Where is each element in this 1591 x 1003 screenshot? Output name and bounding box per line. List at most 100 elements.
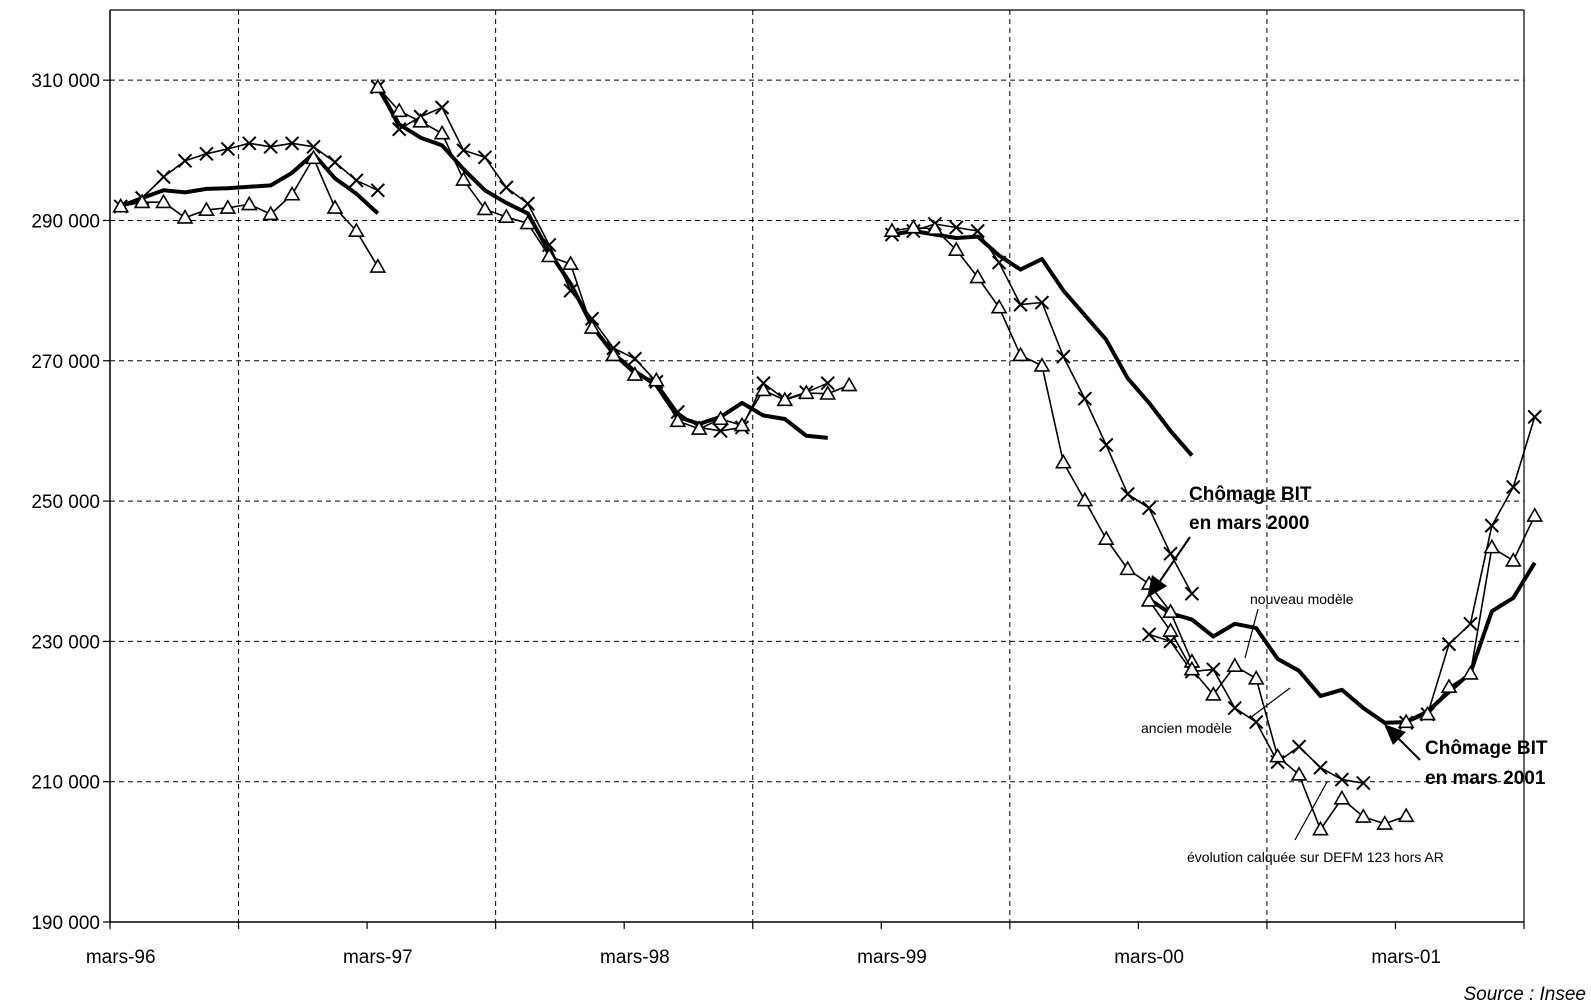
source-note: Source : Insee [1463, 984, 1586, 1003]
data-point-triangle [926, 220, 944, 235]
data-point-x [1013, 297, 1028, 312]
data-point-x [627, 351, 643, 366]
data-point-x [970, 223, 985, 239]
data-point-x [1441, 636, 1457, 652]
data-point-triangle [1483, 538, 1501, 554]
x-tick-label: mars-96 [86, 947, 156, 968]
data-point-triangle [133, 193, 151, 209]
data-point-triangle [969, 268, 987, 284]
data-point-triangle [1247, 669, 1265, 685]
annotation-nouveau-modele: nouveau modèle [1250, 591, 1354, 607]
data-point-x [477, 150, 493, 165]
data-point-x [1248, 714, 1264, 730]
data-point-x [177, 153, 193, 169]
annotation-leader-nouveau [1244, 608, 1259, 659]
data-point-triangle [990, 298, 1008, 314]
data-point-triangle [390, 102, 408, 118]
data-point-triangle [1204, 686, 1222, 701]
y-tick-label: 250 000 [31, 492, 100, 513]
data-point-triangle [369, 258, 387, 273]
series-line-0 [119, 151, 380, 215]
data-point-x [1141, 627, 1157, 642]
data-point-triangle [1097, 530, 1115, 546]
data-point-triangle [1397, 713, 1415, 729]
axes: 190 000 210 000 230 000 250 000 270 000 290 0… [31, 9, 1525, 968]
data-point-triangle [1333, 789, 1351, 805]
data-point-triangle [1140, 592, 1158, 607]
data-point-triangle [262, 205, 280, 221]
data-point-triangle [326, 199, 344, 214]
data-point-triangle [1462, 665, 1479, 680]
x-tick-label: mars-00 [1114, 947, 1184, 968]
data-point-triangle [1354, 808, 1372, 823]
data-point-x [434, 100, 450, 115]
data-point-triangle [433, 124, 451, 140]
annotation-arrowhead-2001 [1384, 724, 1406, 745]
data-point-x [1334, 772, 1350, 787]
data-point-triangle [497, 208, 515, 224]
data-point-triangle [1526, 507, 1544, 522]
data-point-triangle [1312, 820, 1329, 836]
data-point-x [713, 423, 728, 439]
data-point-triangle [176, 209, 194, 224]
data-point-triangle [755, 381, 772, 397]
data-point-triangle [1119, 560, 1137, 576]
data-point-x [520, 196, 535, 211]
data-point-x [563, 283, 578, 298]
data-point-triangle [412, 112, 430, 128]
data-point-triangle [1290, 766, 1308, 781]
data-point-triangle [712, 410, 729, 426]
data-point-triangle [155, 193, 172, 209]
data-point-triangle [883, 222, 901, 238]
annotation-evolution-calquee: évolution calquée sur DEFM 123 hors AR [1187, 849, 1444, 865]
y-tick-label: 230 000 [31, 632, 100, 653]
data-point-x [1077, 391, 1093, 406]
data-point-triangle [669, 412, 687, 428]
data-point-triangle [1076, 491, 1094, 507]
data-point-x [199, 146, 214, 162]
data-point-triangle [905, 218, 922, 234]
series-0 [119, 86, 1537, 725]
data-point-x [370, 183, 386, 198]
data-point-triangle [562, 255, 579, 271]
data-point-triangle [455, 171, 472, 186]
annotation-arrow-2001 [1397, 737, 1421, 761]
data-point-x [220, 141, 236, 157]
y-tick-label: 210 000 [31, 773, 100, 794]
series-1 [113, 79, 1542, 791]
data-point-triangle [1055, 453, 1072, 469]
x-tick-label: mars-99 [857, 947, 927, 968]
x-tick-label: mars-98 [600, 947, 670, 968]
data-point-x [156, 169, 171, 185]
data-point-triangle [1183, 660, 1201, 676]
data-point-triangle [626, 366, 644, 381]
annotation-leader-ancien [1249, 687, 1291, 719]
data-point-triangle [819, 385, 837, 400]
data-point-triangle [1504, 552, 1522, 567]
data-point-x [306, 139, 321, 155]
data-point-triangle [1033, 357, 1051, 372]
data-point-x [1056, 349, 1071, 364]
data-point-triangle [605, 346, 622, 362]
data-point-triangle [348, 222, 365, 238]
data-point-x [284, 136, 300, 151]
data-point-triangle [1269, 747, 1286, 763]
data-point-x [1484, 518, 1500, 533]
data-point-triangle [1226, 657, 1244, 672]
data-point-triangle [840, 376, 858, 392]
series-line-1 [377, 86, 829, 432]
data-point-x [1206, 662, 1221, 677]
data-point-triangle [1012, 346, 1029, 362]
data-point-triangle [283, 185, 301, 201]
data-point-x [1356, 775, 1371, 791]
data-point-x [392, 122, 407, 137]
data-point-triangle [305, 149, 322, 165]
data-point-triangle [776, 391, 794, 407]
y-tick-label: 190 000 [31, 913, 100, 934]
data-point-x [1463, 616, 1478, 632]
data-point-triangle [797, 384, 815, 400]
data-point-x [263, 139, 278, 155]
data-point-triangle [519, 214, 537, 230]
y-tick-label: 290 000 [31, 211, 100, 232]
